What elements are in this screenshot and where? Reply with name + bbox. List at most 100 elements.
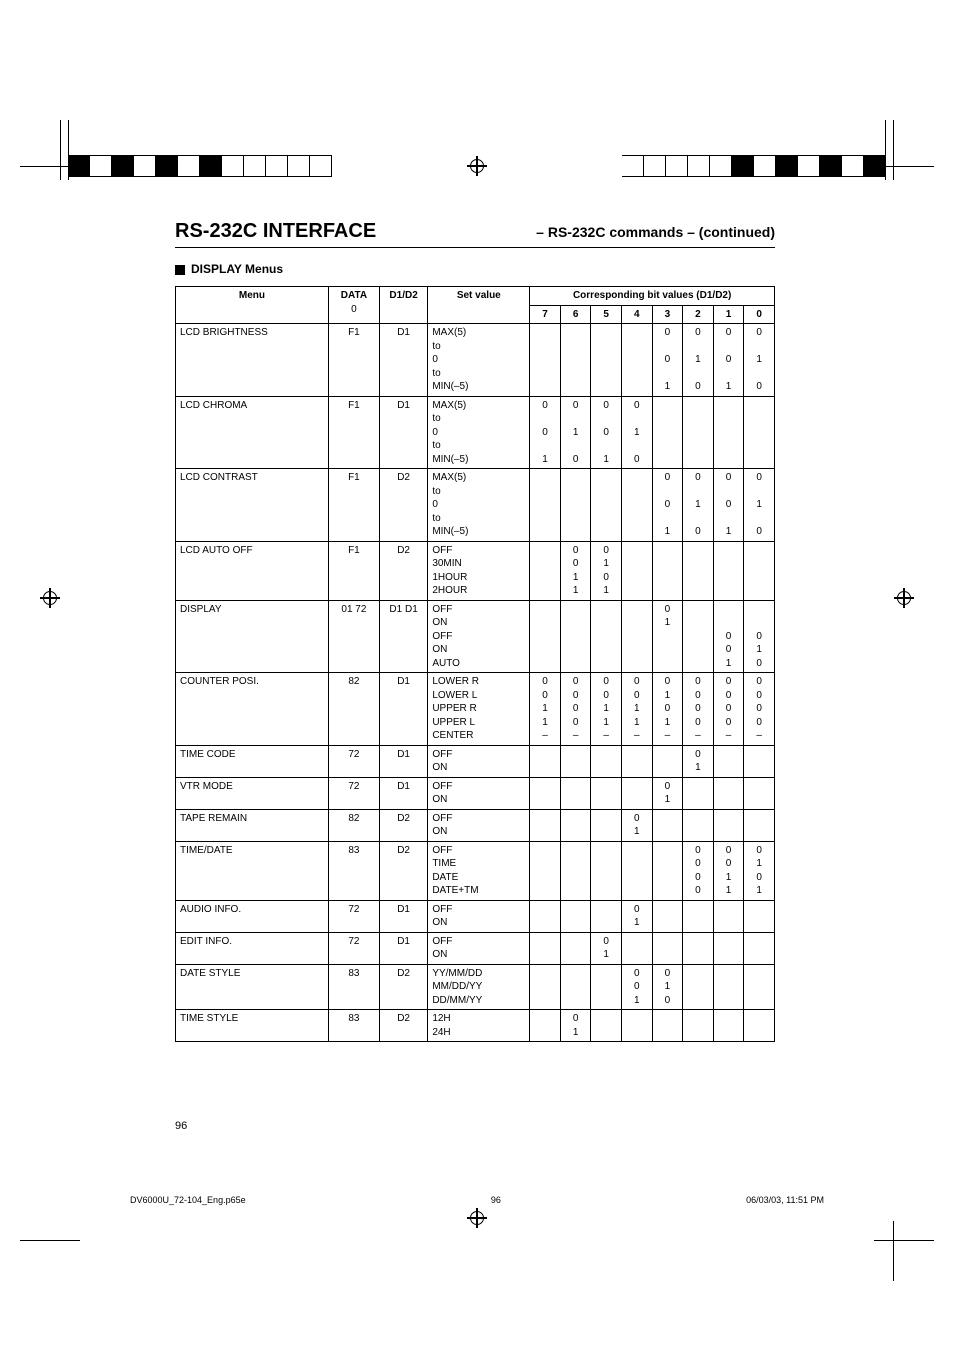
- cell-b2: [683, 396, 714, 469]
- heading-row: RS-232C INTERFACE – RS-232C commands – (…: [175, 220, 775, 248]
- cell-b2: [683, 900, 714, 932]
- cell-b3: 0 1 0: [652, 964, 683, 1010]
- cell-b6: [560, 900, 591, 932]
- cell-d1d2: D1: [379, 777, 427, 809]
- cell-menu: LCD CONTRAST: [176, 469, 329, 542]
- cell-setv: OFF ON OFF ON AUTO: [428, 600, 530, 673]
- col-header-bit: 3: [652, 305, 683, 324]
- cell-b1: [713, 964, 744, 1010]
- cell-b1: [713, 900, 744, 932]
- cell-b6: [560, 809, 591, 841]
- cell-b2: 0 1 0: [683, 469, 714, 542]
- cell-menu: LCD AUTO OFF: [176, 541, 329, 600]
- cell-b0: [744, 396, 775, 469]
- cell-b3: 0 0 1: [652, 469, 683, 542]
- col-header-bit: 5: [591, 305, 622, 324]
- cell-b5: [591, 841, 622, 900]
- cell-b1: 0 0 1: [713, 600, 744, 673]
- cell-b7: [530, 964, 561, 1010]
- cell-setv: MAX(5) to 0 to MIN(–5): [428, 324, 530, 397]
- cell-b3: [652, 745, 683, 777]
- cell-data: 83: [328, 841, 379, 900]
- cell-b2: [683, 1010, 714, 1042]
- cell-data: 01 72: [328, 600, 379, 673]
- cell-b1: 0 0 1: [713, 469, 744, 542]
- cell-d1d2: D2: [379, 1010, 427, 1042]
- cell-b6: [560, 777, 591, 809]
- cell-b5: [591, 600, 622, 673]
- table-row: LCD BRIGHTNESSF1D1MAX(5) to 0 to MIN(–5)…: [176, 324, 775, 397]
- cell-b7: [530, 932, 561, 964]
- col-header-bit: 7: [530, 305, 561, 324]
- cell-d1d2: D2: [379, 541, 427, 600]
- cell-b0: [744, 745, 775, 777]
- cell-d1d2: D1: [379, 900, 427, 932]
- col-header-bit: 6: [560, 305, 591, 324]
- cell-b3: [652, 809, 683, 841]
- cell-b7: 0 0 1 1 –: [530, 673, 561, 746]
- cell-b7: [530, 900, 561, 932]
- table-row: LCD AUTO OFFF1D2OFF 30MIN 1HOUR 2HOUR0 0…: [176, 541, 775, 600]
- cell-b4: 0 1 0: [622, 396, 653, 469]
- cell-setv: OFF ON: [428, 745, 530, 777]
- cell-b5: [591, 1010, 622, 1042]
- cell-b5: [591, 809, 622, 841]
- cell-data: F1: [328, 541, 379, 600]
- table-row: TIME CODE72D1OFF ON0 1: [176, 745, 775, 777]
- cell-setv: OFF ON: [428, 900, 530, 932]
- cell-b2: [683, 809, 714, 841]
- cell-b4: [622, 600, 653, 673]
- cell-setv: OFF ON: [428, 809, 530, 841]
- cell-b4: 0 0 1: [622, 964, 653, 1010]
- cell-b4: [622, 469, 653, 542]
- cell-d1d2: D1: [379, 324, 427, 397]
- cell-menu: TAPE REMAIN: [176, 809, 329, 841]
- cell-data: 72: [328, 777, 379, 809]
- cell-data: 83: [328, 1010, 379, 1042]
- footer-timestamp: 06/03/03, 11:51 PM: [746, 1195, 824, 1205]
- cell-data: 72: [328, 932, 379, 964]
- cell-b0: [744, 809, 775, 841]
- cell-b7: 0 0 1: [530, 396, 561, 469]
- cell-b0: [744, 964, 775, 1010]
- cell-b3: 0 0 1: [652, 324, 683, 397]
- cell-b6: [560, 745, 591, 777]
- section-label: DISPLAY Menus: [175, 262, 775, 276]
- cell-b5: [591, 964, 622, 1010]
- table-row: DATE STYLE83D2YY/MM/DD MM/DD/YY DD/MM/YY…: [176, 964, 775, 1010]
- cell-b7: [530, 324, 561, 397]
- cell-b3: [652, 541, 683, 600]
- col-header-setvalue: Set value: [428, 287, 530, 324]
- cell-d1d2: D1: [379, 673, 427, 746]
- cell-b5: [591, 900, 622, 932]
- cell-b2: [683, 777, 714, 809]
- cell-b3: 0 1: [652, 600, 683, 673]
- table-row: COUNTER POSI.82D1LOWER R LOWER L UPPER R…: [176, 673, 775, 746]
- cell-b3: 0 1 0 1 –: [652, 673, 683, 746]
- cell-menu: TIME CODE: [176, 745, 329, 777]
- cell-data: 82: [328, 809, 379, 841]
- cell-b3: [652, 1010, 683, 1042]
- cell-data: F1: [328, 469, 379, 542]
- cell-b1: [713, 396, 744, 469]
- cell-b7: [530, 777, 561, 809]
- cell-setv: OFF ON: [428, 777, 530, 809]
- cell-b3: 0 1: [652, 777, 683, 809]
- crop-mark: [874, 1240, 934, 1241]
- cell-menu: DATE STYLE: [176, 964, 329, 1010]
- cell-b2: [683, 964, 714, 1010]
- cell-menu: TIME STYLE: [176, 1010, 329, 1042]
- cell-b2: 0 1 0: [683, 324, 714, 397]
- cell-b0: [744, 541, 775, 600]
- cell-b5: [591, 777, 622, 809]
- cell-b4: 0 1: [622, 900, 653, 932]
- table-row: TAPE REMAIN82D2OFF ON0 1: [176, 809, 775, 841]
- cell-b6: [560, 841, 591, 900]
- cell-b3: [652, 900, 683, 932]
- footer: DV6000U_72-104_Eng.p65e 96 06/03/03, 11:…: [130, 1195, 824, 1205]
- footer-filename: DV6000U_72-104_Eng.p65e: [130, 1195, 246, 1205]
- cell-data: F1: [328, 396, 379, 469]
- cell-b2: [683, 541, 714, 600]
- cell-b4: [622, 1010, 653, 1042]
- registration-bar-right: [622, 155, 886, 177]
